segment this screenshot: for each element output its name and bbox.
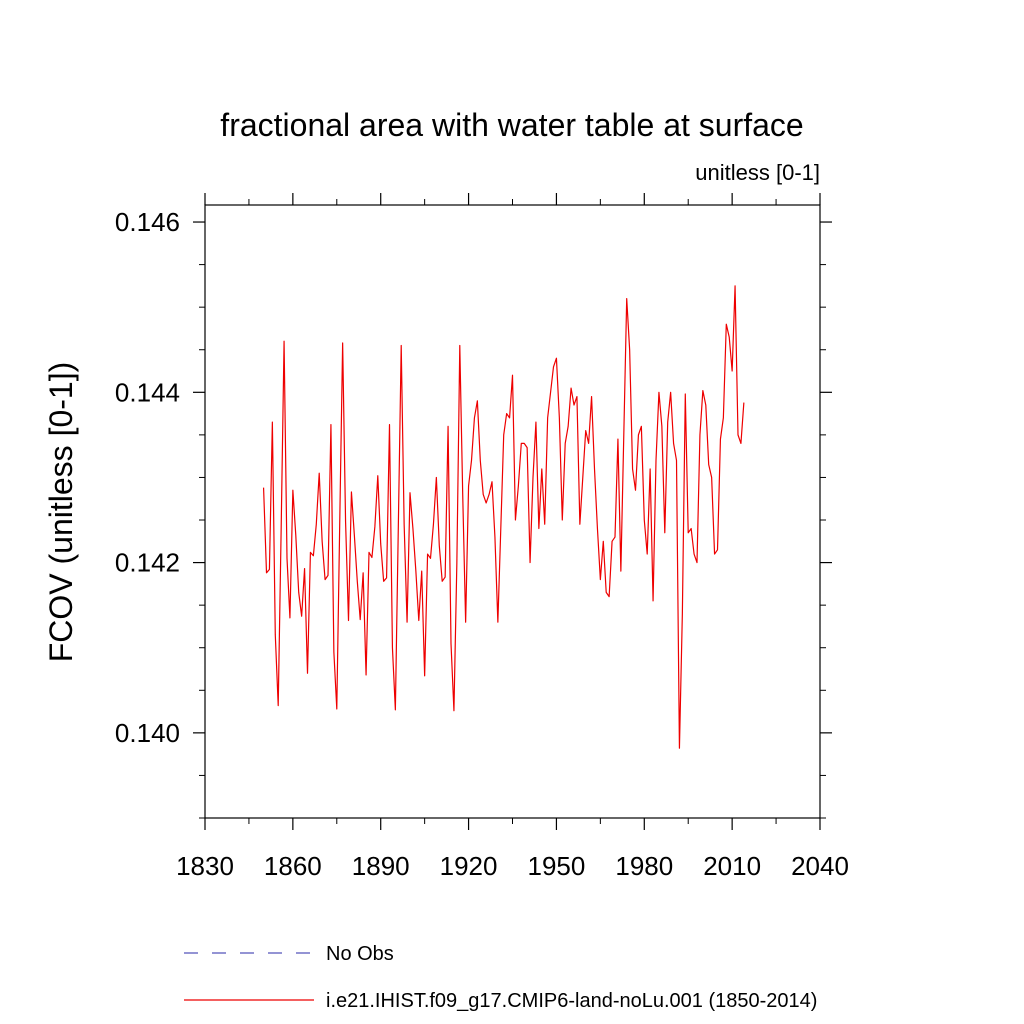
plot-frame	[204, 204, 821, 819]
x-tick-label: 1860	[264, 851, 322, 881]
x-tick-label: 1980	[615, 851, 673, 881]
chart-title: fractional area with water table at surf…	[220, 107, 803, 143]
series-line-1	[262, 285, 745, 749]
plot-area: 1830 1860 1890 1920 1950 1980 2010 2040 0.140 0.1…	[115, 193, 849, 881]
x-tick-label: 1890	[352, 851, 410, 881]
units-label: unitless [0-1]	[695, 160, 820, 185]
x-tick-label: 1950	[528, 851, 586, 881]
y-tick-label: 0.144	[115, 377, 180, 407]
x-tick-label: 2040	[791, 851, 849, 881]
x-tick-label: 1830	[176, 851, 234, 881]
y-axis-label: FCOV (unitless [0-1])	[43, 362, 79, 663]
legend: No Obs i.e21.IHIST.f09_g17.CMIP6-land-no…	[184, 943, 817, 1012]
x-tick-label: 1920	[440, 851, 498, 881]
y-tick-label: 0.146	[115, 207, 180, 237]
legend-label-no-obs: No Obs	[326, 943, 394, 965]
y-tick-label: 0.140	[115, 718, 180, 748]
x-tick-label: 2010	[703, 851, 761, 881]
y-tick-label: 0.142	[115, 548, 180, 578]
legend-label-model-run: i.e21.IHIST.f09_g17.CMIP6-land-noLu.001 …	[326, 990, 817, 1012]
